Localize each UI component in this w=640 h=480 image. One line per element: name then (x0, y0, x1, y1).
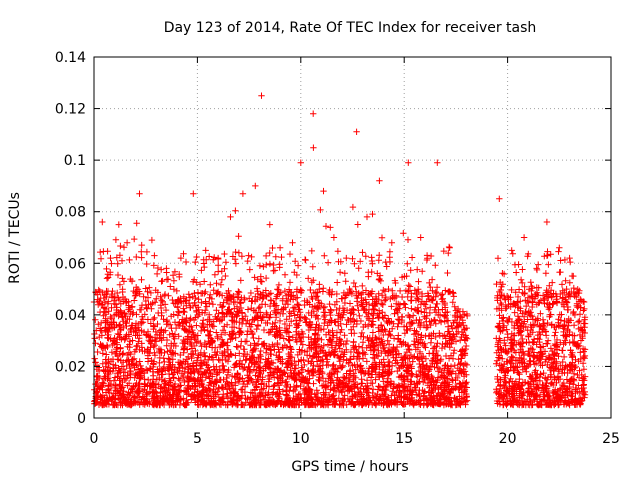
x-tick-labels: 0 5 10 15 20 25 (90, 431, 620, 447)
y-axis-label: ROTI / TECUs (7, 192, 23, 284)
y-tick-label: 0.04 (55, 308, 86, 324)
y-tick-label: 0 (77, 411, 86, 427)
y-tick-label: 0.06 (55, 256, 86, 272)
y-tick-labels: 0 0.02 0.04 0.06 0.08 0.1 0.12 0.14 (55, 50, 86, 427)
x-tick-label: 25 (602, 431, 620, 447)
roti-data-markers (90, 92, 589, 409)
chart-title: Day 123 of 2014, Rate Of TEC Index for r… (164, 20, 537, 36)
x-tick-label: 0 (90, 431, 99, 447)
x-tick-label: 20 (499, 431, 517, 447)
y-tick-label: 0.12 (55, 102, 86, 118)
data-points (90, 92, 589, 409)
plot-frame (93, 56, 612, 419)
y-tick-label: 0.02 (55, 359, 86, 375)
y-tick-label: 0.14 (55, 50, 86, 66)
x-axis-label: GPS time / hours (291, 459, 408, 475)
y-tick-label: 0.08 (55, 205, 86, 221)
x-tick-label: 15 (395, 431, 413, 447)
x-tick-label: 5 (193, 431, 202, 447)
y-tick-label: 0.1 (64, 153, 86, 169)
axis-ticks (93, 56, 612, 419)
x-tick-label: 10 (292, 431, 310, 447)
